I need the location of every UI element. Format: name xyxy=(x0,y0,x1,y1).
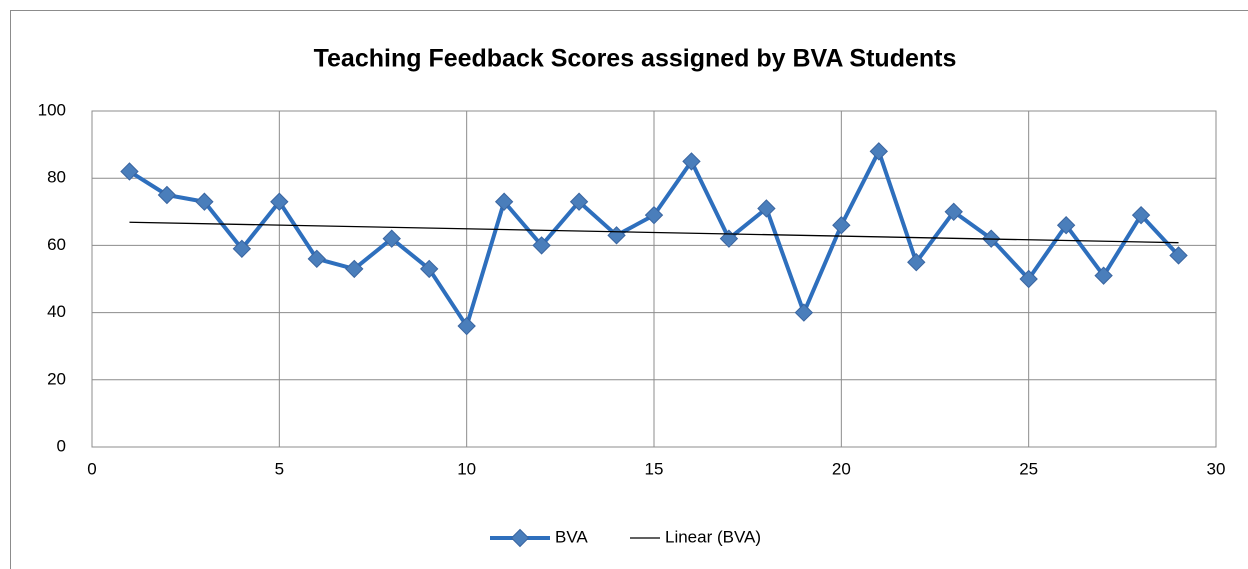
data-point xyxy=(757,199,776,218)
x-tick-label: 20 xyxy=(832,459,851,478)
legend-marker xyxy=(510,528,530,548)
x-tick-label: 5 xyxy=(275,459,284,478)
data-point xyxy=(944,202,963,221)
y-tick-label: 40 xyxy=(47,302,66,321)
data-point xyxy=(345,259,364,279)
chart-title: Teaching Feedback Scores assigned by BVA… xyxy=(314,45,957,73)
legend-label: BVA xyxy=(555,527,588,546)
data-point xyxy=(644,205,664,225)
data-point xyxy=(195,192,214,211)
data-point xyxy=(307,249,326,269)
x-tick-label: 10 xyxy=(457,459,476,478)
data-point xyxy=(1169,246,1188,265)
data-point xyxy=(457,316,476,336)
y-tick-label: 80 xyxy=(47,168,66,187)
legend-label: Linear (BVA) xyxy=(665,527,761,546)
data-point xyxy=(569,192,589,211)
data-point xyxy=(1056,216,1076,235)
data-point xyxy=(682,152,701,171)
y-tick-label: 20 xyxy=(47,369,66,388)
data-point xyxy=(1019,269,1038,289)
data-point xyxy=(794,303,814,322)
data-point xyxy=(120,162,139,181)
data-point xyxy=(270,192,289,211)
data-point xyxy=(157,185,177,205)
y-tick-label: 60 xyxy=(47,235,66,254)
data-point xyxy=(494,192,514,211)
x-tick-label: 0 xyxy=(87,459,96,478)
trend-line xyxy=(129,221,1179,244)
y-tick-label: 0 xyxy=(57,436,66,455)
x-tick-label: 15 xyxy=(645,459,664,478)
x-tick-label: 25 xyxy=(1019,459,1038,478)
data-point xyxy=(420,259,439,279)
data-point xyxy=(907,253,926,272)
x-tick-label: 30 xyxy=(1207,459,1226,478)
data-point xyxy=(232,239,252,258)
data-point xyxy=(1131,205,1151,225)
data-point xyxy=(869,142,888,161)
y-tick-label: 100 xyxy=(38,100,66,119)
data-point xyxy=(1094,266,1113,285)
data-point xyxy=(832,216,851,235)
data-point xyxy=(532,236,551,255)
data-point xyxy=(382,229,401,248)
